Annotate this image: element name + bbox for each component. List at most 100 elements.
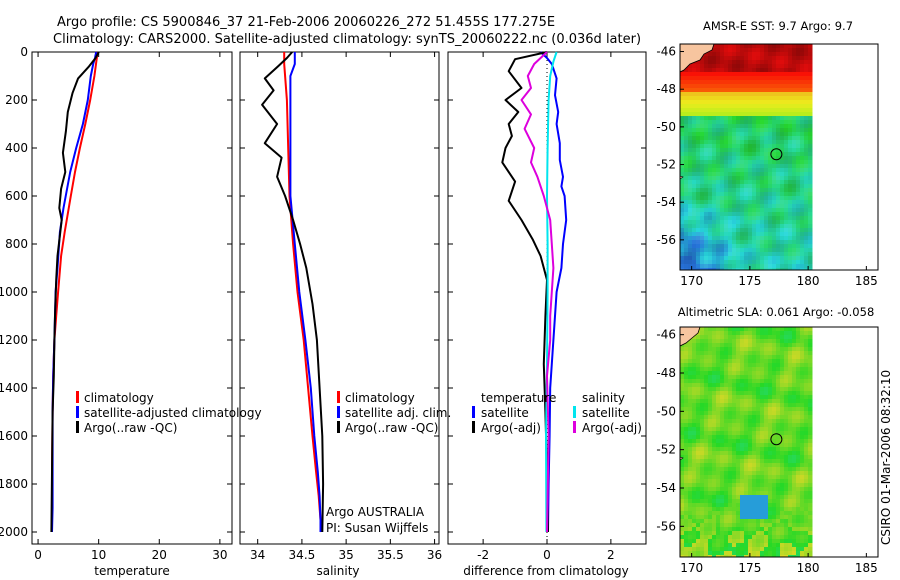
map-cell: [712, 555, 717, 557]
map-cell: [804, 379, 809, 384]
map-cell: [788, 403, 793, 408]
map-cell: [784, 455, 789, 460]
map-cell: [804, 268, 809, 270]
map-cell: [728, 68, 733, 73]
map-cell: [768, 487, 773, 492]
map-cell: [688, 491, 693, 496]
map-cell: [736, 216, 741, 221]
map-cell: [708, 467, 713, 472]
map-cell: [756, 76, 761, 81]
map-cell: [700, 104, 705, 109]
map-cell: [796, 555, 801, 557]
map-cell: [744, 411, 749, 416]
map-cell: [704, 475, 709, 480]
map-cell: [764, 128, 769, 133]
map-cell: [796, 515, 801, 520]
map-cell: [736, 232, 741, 237]
map-cell: [788, 495, 793, 500]
map-cell: [756, 483, 761, 488]
map-cell: [768, 184, 773, 189]
map-cell: [748, 96, 753, 101]
map-cell: [780, 128, 785, 133]
map-cell: [708, 495, 713, 500]
map-cell: [732, 495, 737, 500]
map-cell: [760, 140, 765, 145]
map-cell: [680, 391, 685, 396]
map-cell: [708, 403, 713, 408]
temperature-x-ticks: 0 10 20 30: [34, 52, 228, 562]
map-cell: [736, 160, 741, 165]
map-cell: [724, 100, 729, 105]
map-cell: [692, 355, 697, 360]
map-cell: [740, 132, 745, 137]
map-cell: [808, 176, 813, 181]
map-cell: [756, 443, 761, 448]
map-cell: [704, 192, 709, 197]
map-cell: [772, 140, 777, 145]
map-cell: [696, 96, 701, 101]
map-cell: [780, 104, 785, 109]
map-cell: [808, 387, 813, 392]
map-cell: [808, 108, 813, 113]
map-cell: [776, 483, 781, 488]
map-cell: [740, 519, 745, 524]
map-cell: [740, 212, 745, 217]
map-cell: [720, 419, 725, 424]
map-cell: [700, 423, 705, 428]
map-cell: [792, 164, 797, 169]
map-cell: [760, 371, 765, 376]
map-cell: [752, 232, 757, 237]
map-cell: [736, 52, 741, 57]
map-cell: [784, 495, 789, 500]
map-cell: [752, 96, 757, 101]
legend-label-sal-satellite: satellite: [582, 406, 630, 420]
map-cell: [752, 551, 757, 556]
map-cell: [700, 228, 705, 233]
map-cell: [732, 140, 737, 145]
map-cell: [720, 543, 725, 548]
map-cell: [784, 112, 789, 117]
map-cell: [768, 383, 773, 388]
map-cell: [728, 467, 733, 472]
map-cell: [800, 56, 805, 61]
map-cell: [784, 160, 789, 165]
map-cell: [712, 248, 717, 253]
map-cell: [752, 339, 757, 344]
map-cell: [680, 172, 685, 177]
map-cell: [736, 228, 741, 233]
map-cell: [736, 196, 741, 201]
map-cell: [732, 104, 737, 109]
map-cell: [772, 503, 777, 508]
map-cell: [720, 120, 725, 125]
map-cell: [716, 76, 721, 81]
map-cell: [700, 387, 705, 392]
y-tick-label: 1000: [0, 285, 28, 299]
map-cell: [704, 535, 709, 540]
map-cell: [744, 164, 749, 169]
map-cell: [708, 236, 713, 241]
map-cell: [692, 240, 697, 245]
map-cell: [732, 331, 737, 336]
map-cell: [808, 76, 813, 81]
map-cell: [800, 483, 805, 488]
map-cell: [804, 228, 809, 233]
map-cell: [708, 407, 713, 412]
map-cell: [752, 148, 757, 153]
map-cell: [808, 128, 813, 133]
map-cell: [692, 387, 697, 392]
map-cell: [760, 228, 765, 233]
map-cell: [800, 391, 805, 396]
map-cell: [696, 212, 701, 217]
map-cell: [700, 503, 705, 508]
map-cell: [740, 367, 745, 372]
map-cell: [720, 232, 725, 237]
map-cell: [800, 423, 805, 428]
map-cell: [764, 331, 769, 336]
map-cell: [740, 443, 745, 448]
map-cell: [784, 120, 789, 125]
map-cell: [752, 104, 757, 109]
map-cell: [776, 136, 781, 141]
map-cell: [740, 220, 745, 225]
map-cell: [720, 431, 725, 436]
map-cell: [700, 60, 705, 65]
